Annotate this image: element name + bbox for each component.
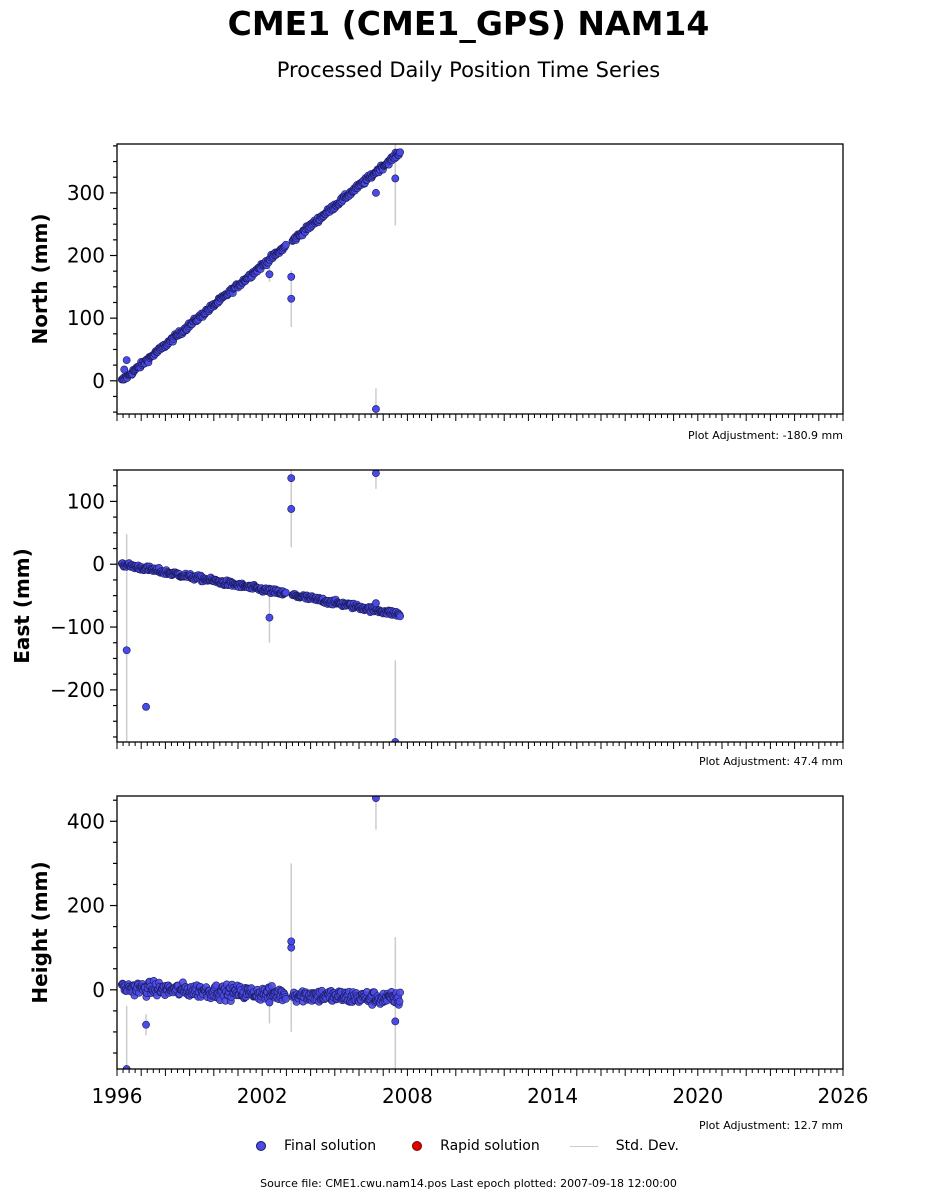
east-y-tick-label: −200 (50, 678, 105, 702)
height-x-tick-label: 2002 (237, 1084, 288, 1108)
height-point (267, 982, 276, 990)
height-x-tick-label: 2014 (527, 1084, 578, 1108)
east-outlier-point (122, 646, 131, 655)
std-dev-line-icon (569, 1145, 598, 1147)
north-outlier-point (265, 270, 274, 279)
height-outlier-point (265, 998, 274, 1007)
height-point (395, 997, 404, 1006)
legend-stddev: Std. Dev. (569, 1138, 679, 1154)
east-outlier-point (372, 470, 380, 478)
height-outlier-point (391, 1017, 400, 1026)
east-point (281, 588, 290, 597)
height-x-tick-label: 2020 (672, 1084, 723, 1108)
height-x-tick-label: 1996 (92, 1084, 143, 1108)
height-outlier-point (287, 937, 296, 946)
north-axes-frame (116, 143, 844, 415)
north-y-tick-label: 300 (67, 181, 105, 205)
north-outlier-point (122, 356, 131, 365)
figure-title: CME1 (CME1_GPS) NAM14 (227, 4, 710, 43)
legend-stddev-label: Std. Dev. (615, 1138, 679, 1154)
east-panel: −200 −100 0 100 East (mm) (10, 469, 844, 749)
north-y-tick-label: 0 (92, 369, 105, 393)
east-point (396, 612, 404, 621)
final-solution-marker-icon (256, 1141, 266, 1151)
north-y-tick-label: 200 (67, 244, 105, 268)
north-outlier-point (372, 405, 380, 413)
height-x-tick-label: 2026 (818, 1084, 869, 1108)
east-plot-adjustment: Plot Adjustment: 47.4 mm (698, 755, 843, 768)
east-outlier-point (372, 599, 380, 608)
height-panel: 0 200 400 1996 2002 2008 2014 2020 2026 Height (m… (28, 795, 869, 1108)
north-plot-adjustment: Plot Adjustment: -180.9 mm (688, 429, 843, 442)
height-y-tick-label: 400 (67, 809, 105, 833)
north-outlier-point (372, 188, 380, 197)
height-outlier-point (142, 1020, 150, 1029)
north-outlier-point (391, 174, 400, 183)
north-data (117, 144, 404, 414)
east-y-axis-label: East (mm) (10, 548, 34, 664)
north-outlier-point (120, 365, 129, 374)
north-outlier-point (287, 294, 296, 303)
height-y-tick-label: 200 (67, 894, 105, 918)
north-y-axis-label: North (mm) (28, 213, 52, 344)
north-panel: 0 100 200 300 North (mm) (28, 143, 844, 421)
height-point (396, 988, 404, 997)
height-plot-adjustment: Plot Adjustment: 12.7 mm (698, 1119, 843, 1132)
height-point (281, 995, 290, 1003)
east-y-tick-label: 100 (67, 489, 105, 513)
north-outlier-point (287, 272, 296, 281)
legend-final: Final solution (250, 1138, 376, 1154)
north-y-tick-label: 100 (67, 306, 105, 330)
height-y-axis-label: Height (mm) (28, 861, 52, 1003)
east-outlier-point (391, 738, 400, 742)
height-outlier-point (122, 1065, 131, 1069)
east-outlier-point (265, 613, 274, 622)
height-data (117, 796, 404, 1069)
north-point (281, 240, 290, 249)
rapid-solution-marker-icon (412, 1141, 423, 1151)
legend-final-label: Final solution (284, 1138, 377, 1154)
north-point (396, 148, 404, 157)
height-y-tick-label: 0 (92, 978, 105, 1002)
east-outlier-point (287, 505, 296, 513)
figure-subtitle: Processed Daily Position Time Series (276, 58, 661, 82)
source-file-note: Source file: CME1.cwu.nam14.pos Last epo… (260, 1177, 677, 1190)
legend: Final solution Rapid solution Std. Dev. (250, 1138, 709, 1154)
east-y-tick-label: 0 (92, 552, 105, 576)
legend-rapid-label: Rapid solution (440, 1138, 540, 1154)
east-y-tick-label: −100 (50, 615, 105, 639)
east-outlier-point (287, 474, 296, 483)
height-x-tick-label: 2008 (382, 1084, 433, 1108)
height-outlier-point (372, 796, 380, 803)
east-data (117, 470, 404, 742)
height-axes-frame (116, 795, 844, 1070)
east-outlier-point (142, 702, 150, 711)
east-axes-frame (116, 469, 844, 743)
legend-rapid: Rapid solution (406, 1138, 540, 1154)
